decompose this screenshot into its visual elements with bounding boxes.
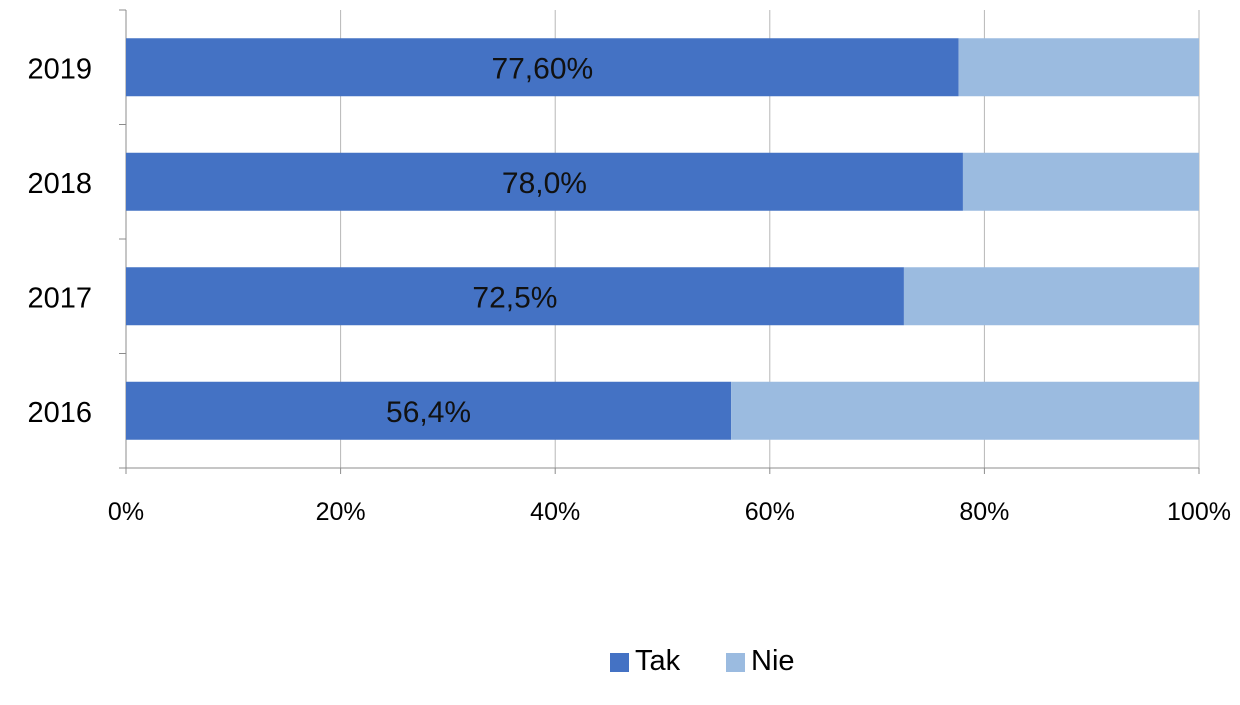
data-label-2016: 56,4% xyxy=(386,396,471,429)
bar-nie-2018 xyxy=(962,152,1199,211)
x-tick-label: 40% xyxy=(530,498,580,526)
data-label-2017: 72,5% xyxy=(472,281,557,314)
x-tick-label: 0% xyxy=(108,498,144,526)
x-tick-label: 80% xyxy=(959,498,1009,526)
legend-label-nie: Nie xyxy=(751,645,795,677)
bar-nie-2019 xyxy=(958,38,1199,97)
category-label-2017: 2017 xyxy=(27,282,92,314)
x-tick-label: 20% xyxy=(316,498,366,526)
category-label-2019: 2019 xyxy=(27,53,92,85)
bar-tak-2016 xyxy=(126,381,732,440)
x-tick-label: 60% xyxy=(745,498,795,526)
category-label-2016: 2016 xyxy=(27,397,92,429)
data-label-2018: 78,0% xyxy=(502,167,587,200)
legend-swatch-tak xyxy=(610,653,629,672)
legend-swatch-nie xyxy=(726,653,745,672)
legend-label-tak: Tak xyxy=(635,645,681,677)
data-label-2019: 77,60% xyxy=(491,52,593,85)
x-tick-label: 100% xyxy=(1167,498,1231,526)
bar-tak-2017 xyxy=(126,267,904,326)
bar-tak-2019 xyxy=(126,38,959,97)
bar-nie-2016 xyxy=(731,381,1199,440)
bar-tak-2018 xyxy=(126,152,963,211)
category-label-2018: 2018 xyxy=(27,168,92,200)
bar-nie-2017 xyxy=(903,267,1199,326)
